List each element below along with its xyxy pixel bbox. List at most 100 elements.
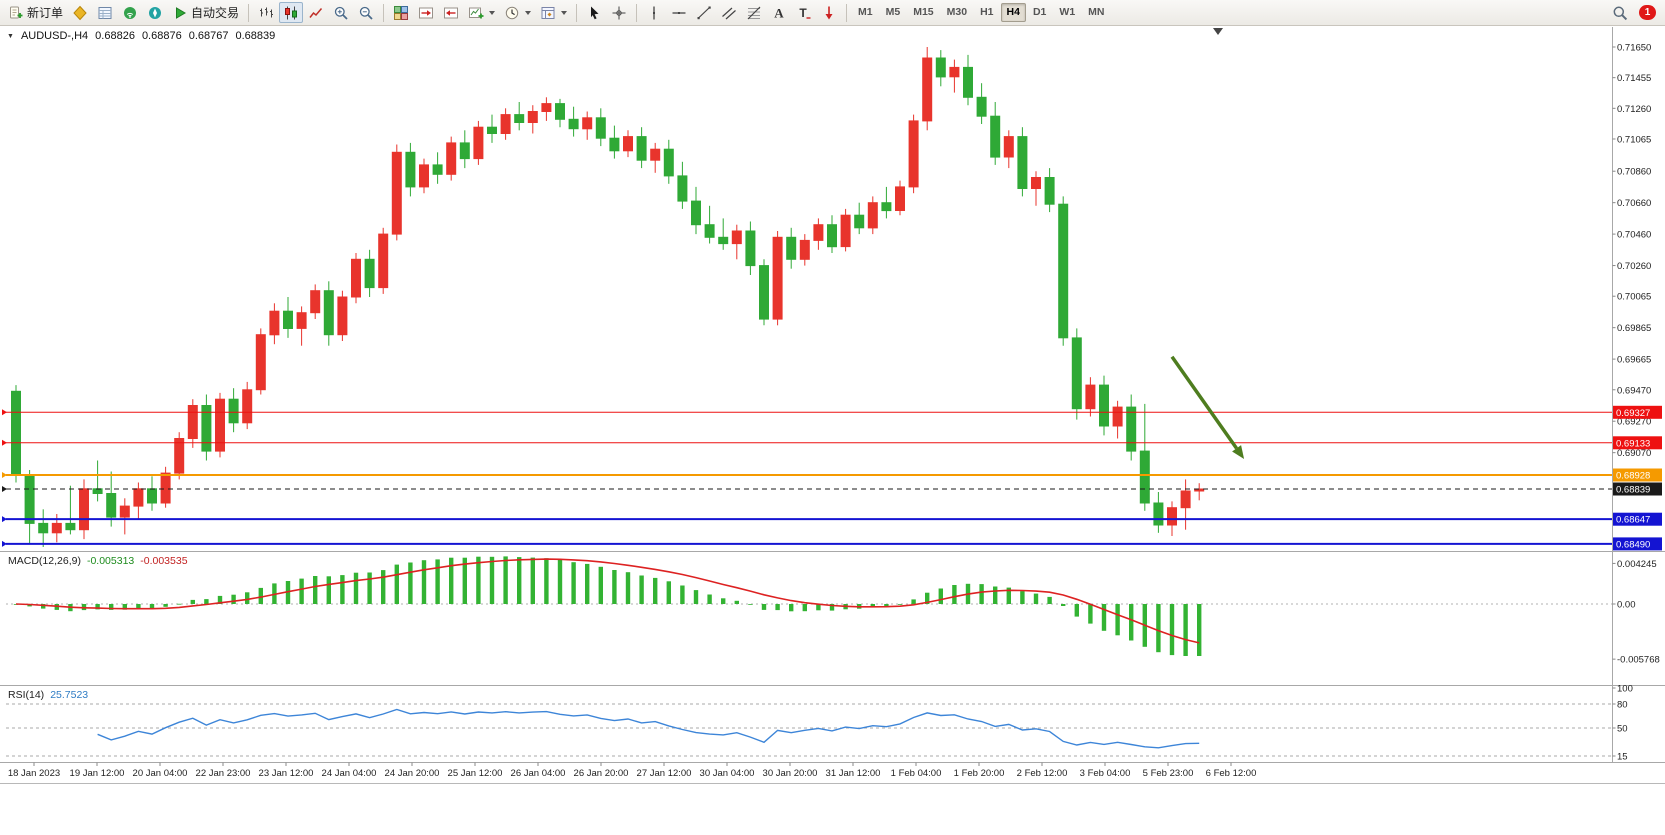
chart-shift-marker[interactable] bbox=[1213, 28, 1223, 35]
cursor-button[interactable] bbox=[582, 2, 606, 23]
data-window-button[interactable] bbox=[93, 2, 117, 23]
new-chart-button[interactable] bbox=[464, 2, 499, 23]
timeframe-h4[interactable]: H4 bbox=[1000, 3, 1026, 22]
price-label-badge-text: 0.68647 bbox=[1616, 515, 1650, 526]
text-button[interactable]: A bbox=[767, 2, 791, 23]
line-chart-button[interactable] bbox=[304, 2, 328, 23]
new-order-button[interactable]: 新订单 bbox=[4, 2, 67, 23]
notification-badge[interactable]: 1 bbox=[1639, 5, 1656, 20]
trendline-icon bbox=[697, 6, 711, 19]
autotrading-play-icon bbox=[176, 6, 187, 19]
time-tick-label: 25 Jan 12:00 bbox=[448, 768, 503, 779]
price-tick-label: 0.69665 bbox=[1617, 355, 1651, 366]
vertical-line-button[interactable] bbox=[642, 2, 666, 23]
vertical-line-icon bbox=[653, 6, 656, 19]
market-watch-button[interactable] bbox=[68, 2, 92, 23]
bar-chart-button[interactable] bbox=[254, 2, 278, 23]
price-tick-label: 0.71260 bbox=[1617, 104, 1651, 115]
text-label-icon: T bbox=[799, 6, 811, 20]
macd-axis-label: 0.004245 bbox=[1617, 559, 1657, 570]
line-left-marker[interactable] bbox=[2, 516, 7, 523]
timeframe-m15[interactable]: M15 bbox=[907, 3, 939, 22]
crosshair-button[interactable] bbox=[607, 2, 631, 23]
price-tick-label: 0.70065 bbox=[1617, 292, 1651, 303]
line-chart-icon bbox=[309, 7, 323, 18]
rsi-axis-label: 100 bbox=[1617, 684, 1633, 695]
autotrading-button[interactable]: 自动交易 bbox=[168, 2, 243, 23]
horizontal-line-button[interactable] bbox=[667, 2, 691, 23]
chevron-down-icon bbox=[489, 10, 496, 15]
price-label-badge bbox=[1613, 537, 1662, 551]
timeframe-d1[interactable]: D1 bbox=[1027, 3, 1052, 22]
time-axis[interactable]: 18 Jan 2023 19 Jan 12:00 20 Jan 04:00 22 Ja… bbox=[8, 762, 1257, 780]
time-tick-label: 24 Jan 20:00 bbox=[385, 768, 440, 779]
horizontal-line-objects: 0.69327 0.69133 0.68928 0.68839 0.68647 0.684… bbox=[2, 405, 1662, 551]
arrows-icon bbox=[825, 6, 833, 19]
candlestick-series bbox=[11, 47, 1205, 547]
line-left-marker[interactable] bbox=[2, 439, 7, 446]
macd-axis-label: -0.005768 bbox=[1617, 655, 1660, 666]
auto-scroll-button[interactable] bbox=[414, 2, 438, 23]
time-tick-label: 19 Jan 12:00 bbox=[70, 768, 125, 779]
chart-shift-button[interactable] bbox=[439, 2, 463, 23]
trendline-button[interactable] bbox=[692, 2, 716, 23]
line-left-marker[interactable] bbox=[2, 471, 7, 478]
arrow-annotation[interactable] bbox=[1170, 355, 1245, 459]
svg-text:A: A bbox=[774, 5, 784, 20]
text-label-button[interactable]: T bbox=[792, 2, 816, 23]
price-label-badge-text: 0.69133 bbox=[1616, 438, 1650, 449]
search-button[interactable] bbox=[1608, 2, 1632, 23]
time-tick-label: 26 Jan 20:00 bbox=[574, 768, 629, 779]
timeframe-m30[interactable]: M30 bbox=[941, 3, 973, 22]
time-tick-label: 26 Jan 04:00 bbox=[511, 768, 566, 779]
price-tick-label: 0.71455 bbox=[1617, 73, 1651, 84]
line-left-marker[interactable] bbox=[2, 540, 7, 547]
price-tick-label: 0.70660 bbox=[1617, 198, 1651, 209]
signals-icon bbox=[124, 6, 137, 19]
price-axis[interactable]: 0.71650 0.71455 0.71260 0.71065 0.70860 0.706… bbox=[1612, 43, 1660, 763]
zoom-out-button[interactable] bbox=[354, 2, 378, 23]
toolbar-separator bbox=[846, 3, 848, 22]
rsi-axis-label: 15 bbox=[1617, 752, 1628, 763]
autotrading-button-label: 自动交易 bbox=[191, 6, 240, 20]
timeframe-mn[interactable]: MN bbox=[1082, 3, 1110, 22]
price-label-badge-text: 0.68839 bbox=[1616, 485, 1650, 496]
chevron-down-icon bbox=[561, 10, 568, 15]
price-tick-label: 0.71065 bbox=[1617, 135, 1651, 146]
macd-signal-line bbox=[15, 558, 1200, 644]
svg-text:T: T bbox=[799, 6, 807, 20]
arrows-button[interactable] bbox=[817, 2, 841, 23]
tile-windows-button[interactable] bbox=[389, 2, 413, 23]
text-icon: A bbox=[774, 5, 784, 20]
navigator-icon bbox=[149, 6, 162, 19]
auto-scroll-icon bbox=[419, 7, 434, 18]
fibonacci-button[interactable] bbox=[742, 2, 766, 23]
period-clock-button[interactable] bbox=[500, 2, 535, 23]
toolbar-separator bbox=[576, 3, 578, 22]
timeframe-w1[interactable]: W1 bbox=[1053, 3, 1081, 22]
tile-windows-icon bbox=[394, 5, 409, 20]
templates-icon bbox=[541, 6, 555, 19]
time-tick-label: 31 Jan 12:00 bbox=[826, 768, 881, 779]
timeframe-h1[interactable]: H1 bbox=[974, 3, 999, 22]
chart-collapse-icon[interactable]: ▼ bbox=[7, 32, 14, 40]
zoom-in-button[interactable] bbox=[329, 2, 353, 23]
line-left-marker[interactable] bbox=[2, 485, 7, 492]
chevron-down-icon bbox=[525, 10, 532, 15]
time-tick-label: 1 Feb 20:00 bbox=[954, 768, 1005, 779]
equidistant-channel-button[interactable] bbox=[717, 2, 741, 23]
line-left-marker[interactable] bbox=[2, 409, 7, 416]
data-window-icon bbox=[98, 6, 112, 19]
main-toolbar: 新订单 自动交易 A T M1 M5 M15 M30 H1 H4 D1 W1 MN 1 bbox=[0, 0, 1665, 26]
cursor-icon bbox=[591, 6, 599, 19]
candlestick-chart-button[interactable] bbox=[279, 2, 304, 23]
time-tick-label: 30 Jan 04:00 bbox=[700, 768, 755, 779]
navigator-button[interactable] bbox=[143, 2, 167, 23]
signals-button[interactable] bbox=[118, 2, 142, 23]
templates-button[interactable] bbox=[536, 2, 571, 23]
price-tick-label: 0.70460 bbox=[1617, 230, 1651, 241]
timeframe-m1[interactable]: M1 bbox=[852, 3, 879, 22]
price-label-badge bbox=[1613, 482, 1662, 496]
toolbar-right-cluster: 1 bbox=[1608, 2, 1661, 23]
timeframe-m5[interactable]: M5 bbox=[880, 3, 907, 22]
